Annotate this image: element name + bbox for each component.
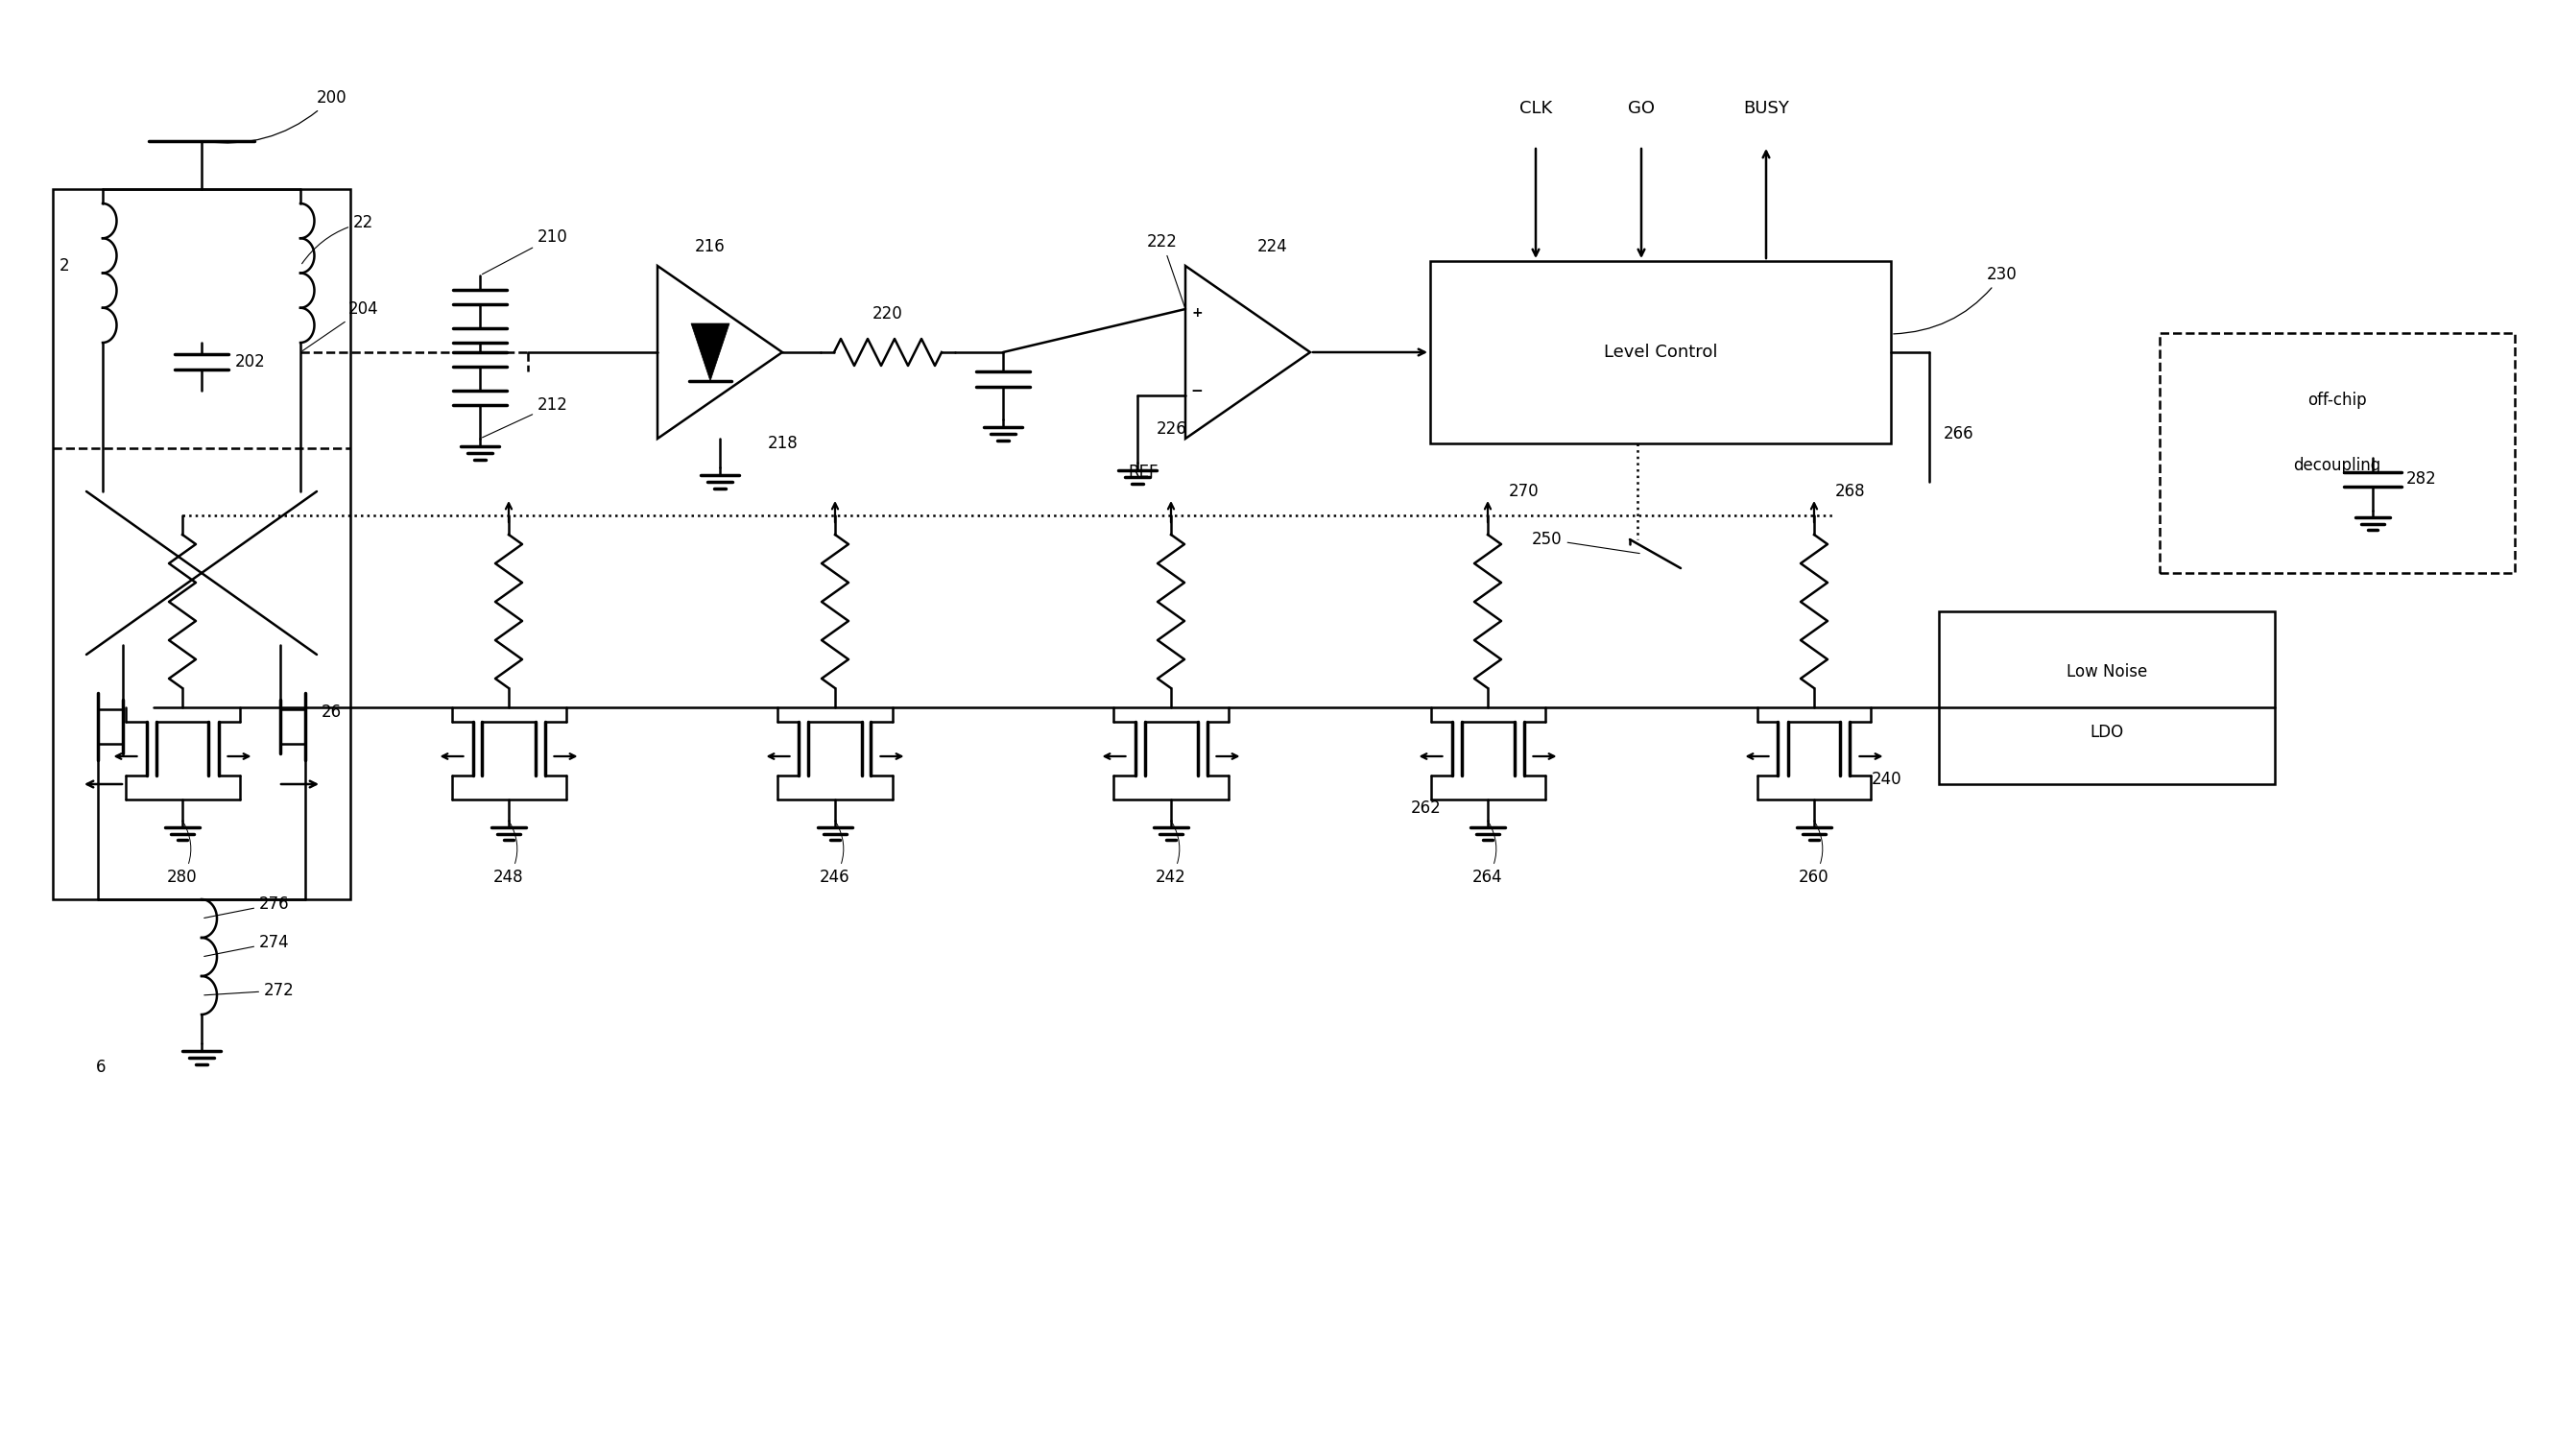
Text: 280: 280 (166, 823, 197, 885)
Text: GO: GO (1629, 100, 1654, 116)
Bar (2161, 333, 2514, 574)
Bar (54, 189, 350, 900)
Text: 210: 210 (483, 229, 568, 274)
Text: 266: 266 (1943, 425, 1974, 443)
Text: 270: 270 (1509, 483, 1539, 499)
Bar (1429, 261, 1890, 444)
Polygon shape (690, 323, 729, 381)
Text: decoupling: decoupling (2294, 456, 2381, 473)
Text: 200: 200 (205, 89, 348, 143)
Text: Level Control: Level Control (1603, 344, 1718, 361)
Text: 212: 212 (483, 396, 568, 437)
Text: 264: 264 (1473, 823, 1504, 885)
Bar (1938, 612, 2276, 785)
Text: LDO: LDO (2089, 724, 2125, 741)
Text: CLK: CLK (1519, 100, 1552, 116)
Text: 248: 248 (494, 823, 524, 885)
Text: BUSY: BUSY (1744, 100, 1790, 116)
Text: 22: 22 (302, 214, 373, 264)
Text: 226: 226 (1156, 421, 1186, 438)
Text: off-chip: off-chip (2306, 392, 2368, 409)
Text: 222: 222 (1148, 233, 1184, 307)
Text: 282: 282 (2406, 470, 2437, 488)
Text: 220: 220 (872, 306, 903, 322)
Text: 262: 262 (1411, 799, 1442, 817)
Text: 246: 246 (821, 823, 851, 885)
Text: 26: 26 (322, 703, 343, 721)
Text: 216: 216 (696, 237, 726, 255)
Text: 218: 218 (767, 435, 798, 451)
Text: 6: 6 (97, 1059, 105, 1076)
Text: 2: 2 (59, 258, 69, 275)
Text: 224: 224 (1258, 237, 1289, 255)
Text: 230: 230 (1895, 266, 2017, 333)
Text: 268: 268 (1836, 483, 1867, 499)
Text: 242: 242 (1156, 823, 1186, 885)
Text: Low Noise: Low Noise (2066, 664, 2148, 680)
Text: REF: REF (1128, 463, 1158, 480)
Text: 202: 202 (235, 354, 266, 370)
Text: 250: 250 (1532, 531, 1639, 553)
Text: 276: 276 (205, 895, 289, 917)
Text: +: + (1192, 307, 1202, 320)
Text: 274: 274 (205, 933, 289, 957)
Text: 260: 260 (1800, 823, 1828, 885)
Text: 204: 204 (302, 300, 378, 351)
Text: 240: 240 (1872, 770, 1902, 788)
Text: −: − (1192, 384, 1202, 399)
Text: 272: 272 (205, 981, 294, 999)
